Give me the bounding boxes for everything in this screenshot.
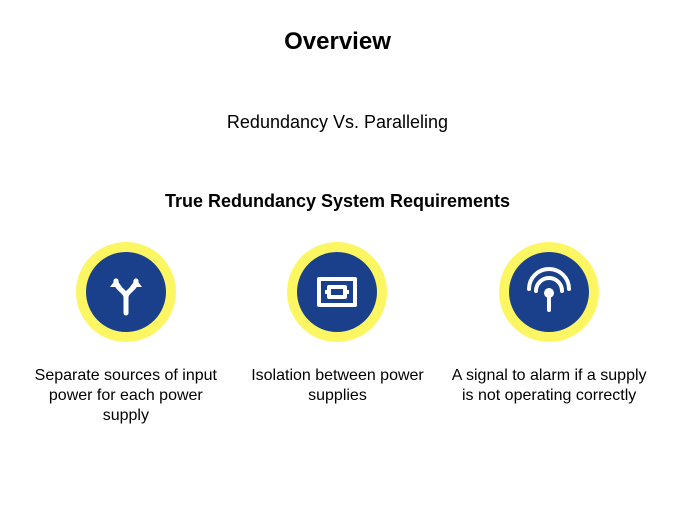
isolation-icon [312, 267, 362, 317]
requirement-item: A signal to alarm if a supply is not ope… [449, 242, 649, 426]
split-sources-icon [101, 267, 151, 317]
icon-circle [297, 252, 377, 332]
requirements-row: Separate sources of input power for each… [0, 212, 675, 426]
section-title: True Redundancy System Requirements [0, 133, 675, 212]
subtitle: Redundancy Vs. Paralleling [0, 56, 675, 133]
icon-ring [499, 242, 599, 342]
icon-circle [86, 252, 166, 332]
requirement-caption: Isolation between power supplies [237, 366, 437, 406]
requirement-item: Isolation between power supplies [237, 242, 437, 426]
requirement-caption: A signal to alarm if a supply is not ope… [449, 366, 649, 406]
icon-ring [287, 242, 387, 342]
icon-ring [76, 242, 176, 342]
requirement-item: Separate sources of input power for each… [26, 242, 226, 426]
icon-circle [509, 252, 589, 332]
signal-alarm-icon [521, 264, 577, 320]
requirement-caption: Separate sources of input power for each… [26, 366, 226, 426]
page-title: Overview [0, 0, 675, 56]
